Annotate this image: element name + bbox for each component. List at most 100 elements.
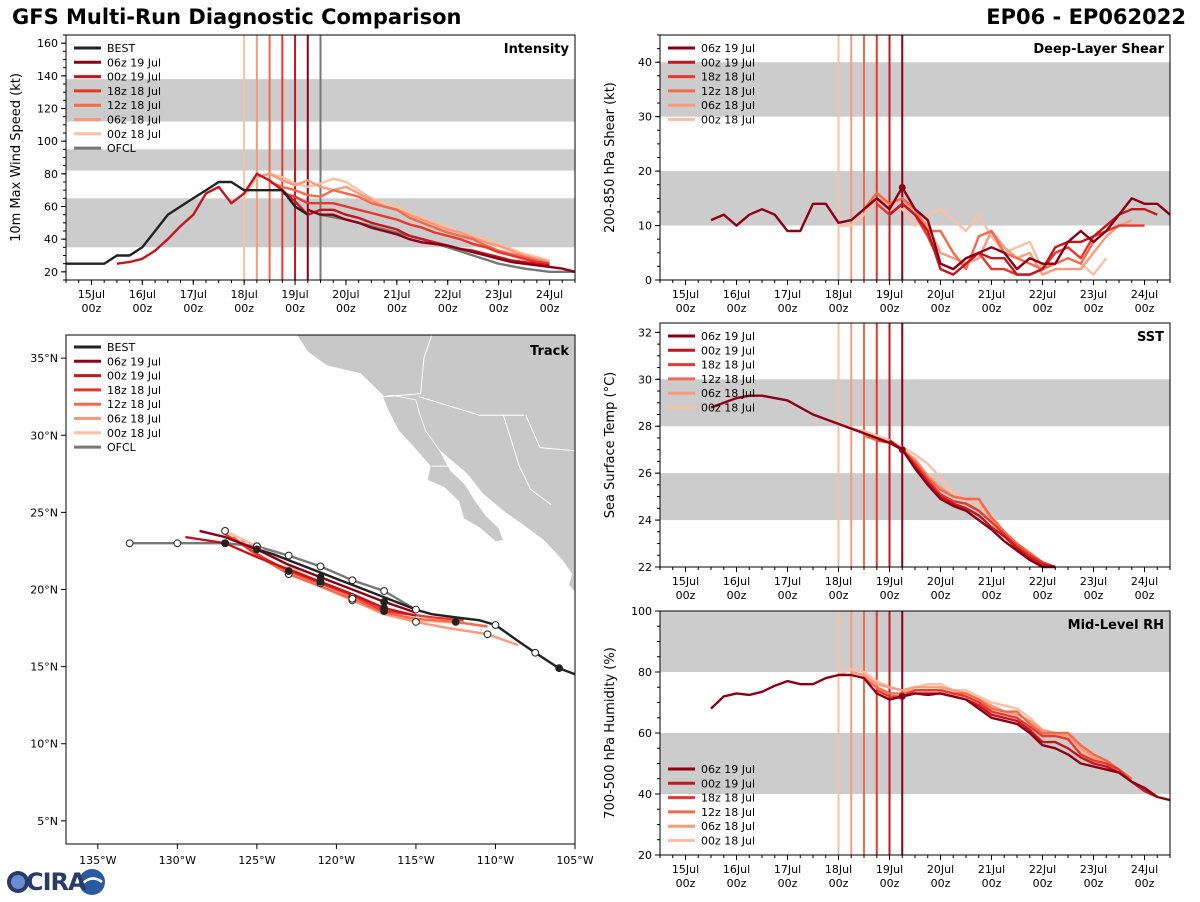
x-tick-date: 23Jul <box>1080 863 1107 876</box>
series-line <box>307 208 576 273</box>
x-tick-date: 21Jul <box>978 288 1005 301</box>
legend-label: 00z 18 Jul <box>701 835 755 848</box>
panel-title: Track <box>530 344 569 359</box>
x-tick-date: 19Jul <box>281 288 308 301</box>
lat-tick-label: 20°N <box>30 584 58 597</box>
series-point <box>898 446 906 454</box>
track-point <box>483 630 492 639</box>
x-tick-hour: 00z <box>1135 877 1155 890</box>
x-tick-hour: 00z <box>183 302 203 315</box>
track-point <box>348 576 357 585</box>
legend-label: OFCL <box>107 142 137 155</box>
y-tick-label: 20 <box>638 849 652 862</box>
x-tick-hour: 00z <box>336 302 356 315</box>
track-point <box>284 567 293 575</box>
legend-label: 06z 19 Jul <box>701 763 755 776</box>
x-tick-hour: 00z <box>438 302 458 315</box>
series-line <box>243 172 550 262</box>
lat-tick-label: 30°N <box>30 429 58 442</box>
x-tick-hour: 00z <box>676 877 696 890</box>
x-tick-hour: 00z <box>1033 589 1053 602</box>
x-tick-hour: 00z <box>829 589 849 602</box>
legend-label: OFCL <box>107 441 137 454</box>
y-tick-label: 60 <box>638 727 652 740</box>
x-tick-hour: 00z <box>540 302 560 315</box>
x-tick-hour: 00z <box>676 589 696 602</box>
x-tick-date: 17Jul <box>774 575 801 588</box>
legend-label: 00z 19 Jul <box>107 71 161 84</box>
lon-tick-label: 135°W <box>79 854 116 867</box>
y-tick-label: 20 <box>638 165 652 178</box>
grey-band <box>660 611 1170 672</box>
x-tick-date: 15Jul <box>672 288 699 301</box>
y-tick-label: 28 <box>638 420 652 433</box>
legend-label: 00z 19 Jul <box>701 344 755 357</box>
x-tick-hour: 00z <box>829 302 849 315</box>
legend-label: 00z 18 Jul <box>701 402 755 415</box>
y-tick-label: 10 <box>638 220 652 233</box>
legend-label: 18z 18 Jul <box>107 85 161 98</box>
legend-label: 00z 18 Jul <box>107 427 161 440</box>
series-point <box>898 183 906 191</box>
storm-id-title: EP06 - EP062022 <box>986 5 1186 29</box>
grey-band <box>660 62 1170 117</box>
x-tick-date: 18Jul <box>825 288 852 301</box>
lon-tick-label: 110°W <box>477 854 514 867</box>
page-title: GFS Multi-Run Diagnostic Comparison <box>12 5 462 29</box>
legend-label: 06z 18 Jul <box>701 820 755 833</box>
x-tick-date: 19Jul <box>876 863 903 876</box>
x-tick-hour: 00z <box>1084 589 1104 602</box>
x-tick-hour: 00z <box>982 589 1002 602</box>
y-tick-label: 20 <box>44 266 58 279</box>
land-mainland <box>296 335 575 594</box>
lon-tick-label: 115°W <box>397 854 434 867</box>
x-tick-date: 18Jul <box>825 575 852 588</box>
x-tick-date: 17Jul <box>774 288 801 301</box>
x-tick-date: 22Jul <box>434 288 461 301</box>
lon-tick-label: 120°W <box>318 854 355 867</box>
x-tick-date: 16Jul <box>723 575 750 588</box>
legend-label: 06z 19 Jul <box>107 56 161 69</box>
y-tick-label: 140 <box>37 70 58 83</box>
x-tick-date: 21Jul <box>978 863 1005 876</box>
legend-label: 06z 18 Jul <box>107 413 161 426</box>
series-line <box>66 180 309 265</box>
cira-logo-icon <box>7 869 105 895</box>
x-tick-hour: 00z <box>676 302 696 315</box>
x-tick-hour: 00z <box>931 877 951 890</box>
legend-label: 06z 19 Jul <box>701 42 755 55</box>
x-tick-date: 15Jul <box>78 288 105 301</box>
legend-label: BEST <box>107 42 135 55</box>
legend-label: 00z 18 Jul <box>107 128 161 141</box>
series-line <box>710 673 1171 802</box>
x-tick-date: 22Jul <box>1029 863 1056 876</box>
x-tick-date: 21Jul <box>978 575 1005 588</box>
lat-tick-label: 5°N <box>37 815 58 828</box>
x-tick-date: 24Jul <box>536 288 563 301</box>
panel-title: Mid-Level RH <box>1068 618 1164 633</box>
series-line <box>863 677 1133 780</box>
track-line <box>240 539 519 647</box>
lon-tick-label: 130°W <box>159 854 196 867</box>
x-tick-hour: 00z <box>1135 589 1155 602</box>
lat-tick-label: 10°N <box>30 738 58 751</box>
x-tick-date: 22Jul <box>1029 575 1056 588</box>
track-point <box>380 597 389 606</box>
legend-label: BEST <box>107 341 135 354</box>
panel-title: Intensity <box>504 42 570 57</box>
panel-title: Deep-Layer Shear <box>1033 42 1164 57</box>
x-tick-hour: 00z <box>829 877 849 890</box>
lon-tick-label: 105°W <box>556 854 593 867</box>
grey-band <box>660 379 1170 427</box>
track-point <box>412 617 420 626</box>
x-tick-hour: 00z <box>1033 877 1053 890</box>
y-tick-label: 30 <box>638 111 652 124</box>
legend-label: 06z 18 Jul <box>701 99 755 112</box>
track-point <box>380 587 389 595</box>
x-tick-date: 20Jul <box>927 863 954 876</box>
y-axis-label: 200-850 hPa Shear (kt) <box>603 82 618 233</box>
legend-label: 06z 18 Jul <box>701 387 755 400</box>
x-tick-date: 17Jul <box>774 863 801 876</box>
y-axis-label: 10m Max Wind Speed (kt) <box>9 73 24 242</box>
